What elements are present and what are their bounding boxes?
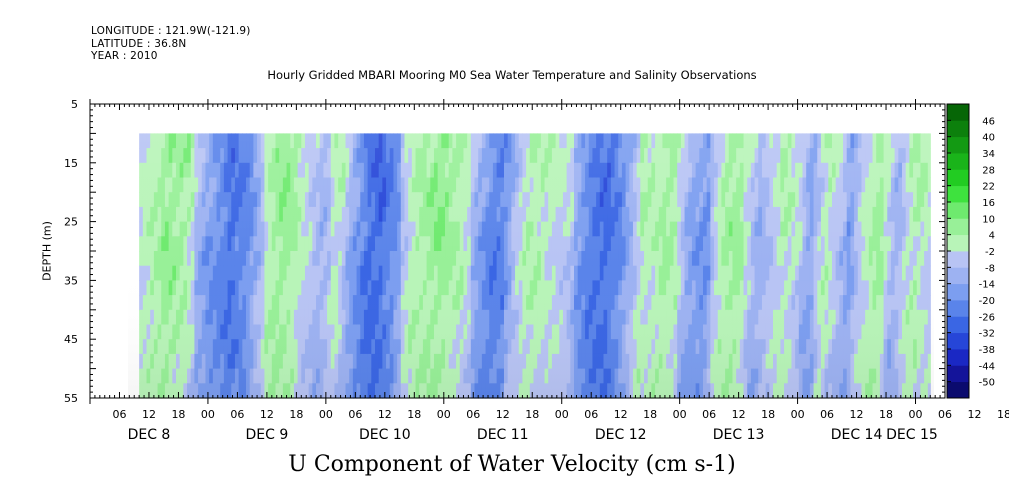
colorbar-label: -26 <box>979 312 995 323</box>
colorbar-swatch <box>947 185 969 203</box>
x-hour-label: 00 <box>319 408 333 421</box>
colorbar-label: -44 <box>979 361 995 372</box>
colorbar-label: -38 <box>979 345 995 356</box>
chart-title: Hourly Gridded MBARI Mooring M0 Sea Wate… <box>267 68 757 82</box>
y-axis-ticks: 5 15 25 35 45 55 <box>64 98 945 405</box>
y-tick-label: 55 <box>64 392 78 405</box>
x-hour-label: 18 <box>525 408 539 421</box>
colorbar-label: -8 <box>985 263 995 274</box>
colorbar-swatch <box>947 104 969 121</box>
x-hour-label: 12 <box>732 408 746 421</box>
colorbar: 46 40 34 28 22 16 10 4 -2 -8 -14 -20 -26 -32 -38 -44 -50 <box>946 103 995 399</box>
x-hour-label: 18 <box>879 408 893 421</box>
x-hour-label: 18 <box>643 408 657 421</box>
x-hour-label: 18 <box>407 408 421 421</box>
colorbar-swatch <box>947 202 969 219</box>
x-hour-label: 00 <box>673 408 687 421</box>
colorbar-swatch <box>947 153 969 170</box>
x-hour-label: 06 <box>348 408 362 421</box>
colorbar-swatch <box>947 283 969 301</box>
colorbar-label: 10 <box>982 214 995 225</box>
x-hour-label: 06 <box>938 408 952 421</box>
colorbar-label: 28 <box>982 165 995 176</box>
year-label: YEAR : 2010 <box>91 50 158 62</box>
colorbar-label: 4 <box>989 231 995 242</box>
x-hour-label: 18 <box>761 408 775 421</box>
x-hour-label: 06 <box>230 408 244 421</box>
colorbar-label: -14 <box>979 280 995 291</box>
x-day-label: DEC 9 <box>246 427 289 443</box>
x-hour-label: 12 <box>260 408 274 421</box>
x-hour-label: 06 <box>584 408 598 421</box>
x-hour-label: 18 <box>997 408 1009 421</box>
colorbar-swatch <box>947 234 969 252</box>
x-hour-label: 18 <box>171 408 185 421</box>
colorbar-label: -50 <box>979 378 995 389</box>
x-axis-ticks: 06 12 18 00 06 12 18 00 06 12 18 00 06 12 18 00 06 12 18 00… <box>89 99 1009 443</box>
y-tick-label: 45 <box>64 333 78 346</box>
colorbar-swatch <box>947 120 969 138</box>
colorbar-label: 16 <box>982 198 995 209</box>
x-hour-label: 12 <box>378 408 392 421</box>
colorbar-label: 22 <box>982 182 995 193</box>
colorbar-label: 46 <box>982 116 995 127</box>
x-day-label: DEC 15 <box>886 427 938 443</box>
x-hour-label: 12 <box>496 408 510 421</box>
x-hour-label: 00 <box>909 408 923 421</box>
colorbar-swatch <box>947 316 969 334</box>
y-tick-label: 5 <box>71 98 78 111</box>
x-day-label: DEC 10 <box>359 427 411 443</box>
colorbar-swatch <box>947 349 969 366</box>
colorbar-swatch <box>947 169 969 187</box>
x-hour-label: 06 <box>112 408 126 421</box>
x-day-label: DEC 11 <box>477 427 529 443</box>
x-hour-label: 00 <box>201 408 215 421</box>
colorbar-label: 40 <box>982 133 995 144</box>
y-tick-label: 25 <box>64 216 78 229</box>
x-hour-label: 06 <box>820 408 834 421</box>
x-hour-label: 12 <box>614 408 628 421</box>
x-hour-label: 12 <box>850 408 864 421</box>
x-hour-label: 00 <box>437 408 451 421</box>
colorbar-label: -32 <box>979 329 995 340</box>
y-tick-label: 35 <box>64 274 78 287</box>
x-day-label: DEC 12 <box>595 427 647 443</box>
colorbar-swatch <box>947 300 969 317</box>
x-day-label: DEC 8 <box>128 427 171 443</box>
colorbar-label: -20 <box>979 296 995 307</box>
colorbar-swatch <box>947 251 969 268</box>
latitude-label: LATITUDE : 36.8N <box>91 38 187 50</box>
x-hour-label: 18 <box>289 408 303 421</box>
x-day-label: DEC 14 <box>831 427 883 443</box>
x-hour-label: 12 <box>967 408 981 421</box>
colorbar-swatch <box>947 332 969 350</box>
x-hour-label: 00 <box>555 408 569 421</box>
colorbar-swatch <box>947 136 969 154</box>
x-hour-label: 12 <box>142 408 156 421</box>
colorbar-swatch <box>947 365 969 383</box>
colorbar-label: -2 <box>985 247 995 258</box>
x-hour-label: 00 <box>791 408 805 421</box>
depth-shade <box>128 133 934 398</box>
x-axis-label: U Component of Water Velocity (cm s-1) <box>288 452 736 477</box>
x-hour-label: 06 <box>702 408 716 421</box>
colorbar-swatch <box>947 267 969 285</box>
x-hour-label: 06 <box>466 408 480 421</box>
colorbar-label: 34 <box>982 149 995 160</box>
colorbar-swatch <box>947 218 969 236</box>
y-tick-label: 15 <box>64 157 78 170</box>
longitude-label: LONGITUDE : 121.9W(-121.9) <box>91 25 251 37</box>
x-day-label: DEC 13 <box>713 427 765 443</box>
colorbar-swatch <box>947 381 969 399</box>
